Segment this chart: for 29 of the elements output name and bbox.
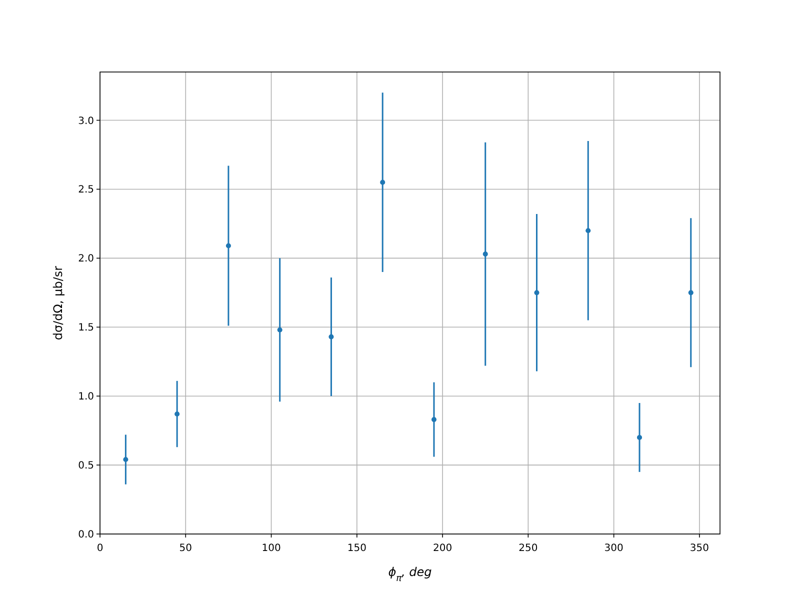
x-tick-label: 100: [262, 543, 281, 554]
point: [482, 252, 488, 257]
y-tick-label: 0.0: [78, 530, 94, 540]
y-tick-label: 2.5: [78, 184, 94, 196]
point: [534, 290, 540, 296]
x-axis-title: ϕ$_{π}$, deg: [388, 565, 432, 584]
y-tick-label: 1.5: [78, 322, 94, 334]
y-tick-label: 1.0: [78, 392, 94, 403]
point: [586, 228, 591, 234]
x-tick-label: 350: [690, 543, 709, 554]
x-tick-label: 0: [96, 543, 104, 554]
point: [636, 434, 642, 440]
x-tick-label: 250: [518, 543, 538, 554]
point: [226, 243, 231, 248]
y-axis-title: dσ/dΩ, μb/sr: [51, 266, 65, 340]
y-tick-label: 0.5: [78, 460, 94, 472]
point: [123, 457, 128, 462]
point: [328, 334, 334, 340]
x-tick-label: 300: [604, 543, 624, 554]
y-tick-label: 2.0: [78, 254, 94, 265]
x-tick-label: 200: [432, 543, 452, 554]
point: [174, 412, 180, 417]
point: [380, 180, 386, 185]
y-tick-label: 3.0: [78, 116, 94, 127]
point: [277, 327, 282, 332]
x-tick-label: 50: [179, 543, 192, 554]
point: [431, 417, 436, 422]
point: [688, 290, 694, 296]
x-tick-label: 150: [347, 543, 366, 554]
